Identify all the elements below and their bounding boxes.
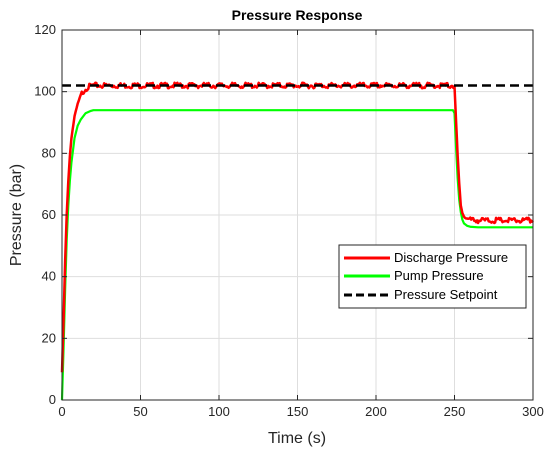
y-axis-ticks: 0 20 40 60 80 100 120 [34,22,533,407]
y-tick-label: 80 [42,145,56,160]
legend-label-discharge-pressure: Discharge Pressure [394,250,508,265]
legend-label-pump-pressure: Pump Pressure [394,268,484,283]
y-tick-label: 60 [42,207,56,222]
x-tick-label: 50 [133,404,147,419]
series-layer [60,81,534,401]
y-tick-label: 120 [34,22,56,37]
y-tick-label: 0 [49,392,56,407]
x-tick-label: 250 [444,404,466,419]
series-pump-pressure [60,109,533,401]
x-tick-label: 200 [365,404,387,419]
x-axis-label: Time (s) [268,430,326,447]
legend-label-pressure-setpoint: Pressure Setpoint [394,287,498,302]
series-discharge-pressure [60,81,534,373]
x-tick-label: 0 [58,404,65,419]
x-tick-label: 150 [287,404,309,419]
series-line-discharge-pressure [60,81,534,373]
series-line-pump-pressure [60,109,533,401]
x-tick-label: 300 [522,404,544,419]
x-tick-label: 100 [208,404,230,419]
chart-title: Pressure Response [232,7,363,23]
y-tick-label: 100 [34,84,56,99]
y-tick-label: 20 [42,330,56,345]
y-axis-label: Pressure (bar) [8,164,25,266]
y-tick-label: 40 [42,269,56,284]
legend: Discharge Pressure Pump Pressure Pressur… [338,244,527,309]
x-axis-ticks: 0 50 100 150 200 250 300 [58,30,544,419]
